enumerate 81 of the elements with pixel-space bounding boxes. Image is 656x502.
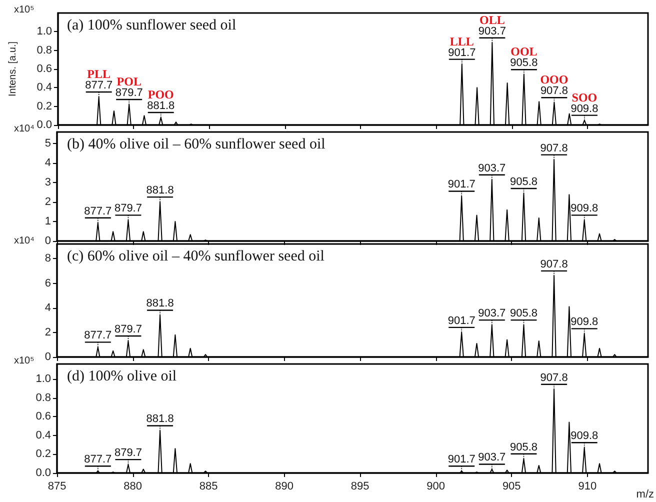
y-tick-label: 3: [44, 176, 51, 189]
annotation: 903.7: [478, 162, 506, 174]
y-tick-label: 0.6: [36, 63, 52, 75]
annotation: 909.8: [570, 202, 598, 215]
y-tick-label: 0.8: [36, 392, 51, 404]
y-tick-label: 0.4: [36, 82, 52, 94]
annotation: 879.7: [114, 324, 142, 336]
x-axis-title: m/z: [636, 488, 654, 500]
annotation: OOL: [510, 44, 538, 59]
annotation: 881.8: [146, 184, 174, 197]
annotation: 909.8: [570, 316, 598, 328]
annotation: SOO: [572, 90, 598, 104]
y-tick-label: 1.0: [36, 373, 51, 386]
annotation: 879.7: [114, 202, 142, 215]
annotation: 905.8: [510, 57, 538, 70]
annotation: 909.8: [570, 102, 598, 115]
annotation: 907.8: [540, 258, 568, 270]
annotation: 901.7: [448, 314, 476, 327]
annotation: 881.8: [146, 413, 174, 426]
x-tick-label: 905: [502, 480, 521, 492]
x-tick-label: 895: [350, 480, 370, 492]
text: x10⁴: [14, 236, 34, 246]
annotation: 907.8: [540, 372, 568, 384]
x-tick-label: 880: [124, 480, 142, 492]
annotation: LLL: [450, 34, 474, 48]
annotation: OLL: [480, 12, 505, 27]
y-tick-label: 0.2: [36, 448, 51, 460]
annotation: 879.7: [115, 86, 143, 99]
annotation: 907.8: [540, 142, 568, 154]
annotation: OOO: [540, 72, 568, 87]
annotation: 877.7: [84, 454, 112, 466]
y-tick-label: 0: [44, 351, 51, 363]
annotation: 881.8: [147, 100, 175, 112]
y-tick-label: 0.4: [36, 429, 51, 442]
annotation: 903.7: [478, 452, 506, 464]
y-tick-label: 4: [44, 157, 51, 170]
y-tick-label: 0.0: [36, 467, 51, 479]
annotation: 903.7: [478, 308, 506, 320]
chart-title: (b) 40% olive oil – 60% sunflower seed oil: [67, 136, 326, 152]
annotation: 877.7: [84, 330, 112, 342]
annotation: 903.7: [478, 25, 506, 38]
y-tick-label: 8: [44, 252, 51, 265]
x-tick-label: 900: [426, 480, 446, 492]
x-tick-label: 875: [48, 480, 66, 492]
annotation: PLL: [87, 67, 111, 81]
annotation: 881.8: [146, 298, 174, 310]
chart-title: (a) 100% sunflower seed oil: [67, 18, 236, 34]
annotation: 905.8: [510, 176, 538, 188]
chart-title: (d) 100% olive oil: [67, 368, 177, 384]
annotation: 901.7: [448, 454, 476, 466]
y-tick-label: 0: [44, 235, 51, 247]
y-tick-label: 0.8: [36, 44, 52, 56]
annotation: 905.8: [510, 308, 538, 320]
y-tick-label: 2: [44, 196, 51, 208]
y-tick-label: 1.0: [36, 26, 52, 38]
annotation: 905.8: [510, 441, 538, 454]
annotation: 901.7: [448, 178, 476, 191]
text: x10⁴: [14, 124, 34, 134]
annotation: POL: [116, 74, 142, 88]
x-tick-label: 910: [578, 480, 597, 492]
y-tick-label: 2: [44, 326, 51, 338]
annotation: 901.7: [448, 46, 476, 59]
y-tick-label: 1: [44, 216, 51, 228]
text: x10⁵: [14, 356, 34, 366]
y-axis-title: Intens. [a.u.]: [8, 41, 18, 97]
text: x10⁵: [14, 4, 34, 16]
x-tick-label: 890: [275, 480, 294, 492]
chart-title: (c) 60% olive oil – 40% sunflower seed oil: [67, 248, 324, 264]
x-tick-label: 885: [199, 480, 218, 492]
annotation: 907.8: [540, 85, 568, 98]
annotation: 909.8: [570, 430, 598, 442]
y-tick-label: 5: [44, 138, 51, 150]
annotation: POO: [148, 88, 174, 102]
y-tick-label: 0.2: [36, 100, 52, 112]
annotation: 879.7: [114, 447, 142, 460]
y-tick-label: 6: [44, 277, 51, 290]
y-tick-label: 0.6: [36, 410, 51, 423]
y-tick-label: 4: [44, 302, 51, 314]
y-tick-label: 0.0: [36, 119, 52, 131]
annotation: 877.7: [85, 80, 113, 92]
annotation: 877.7: [84, 205, 112, 218]
